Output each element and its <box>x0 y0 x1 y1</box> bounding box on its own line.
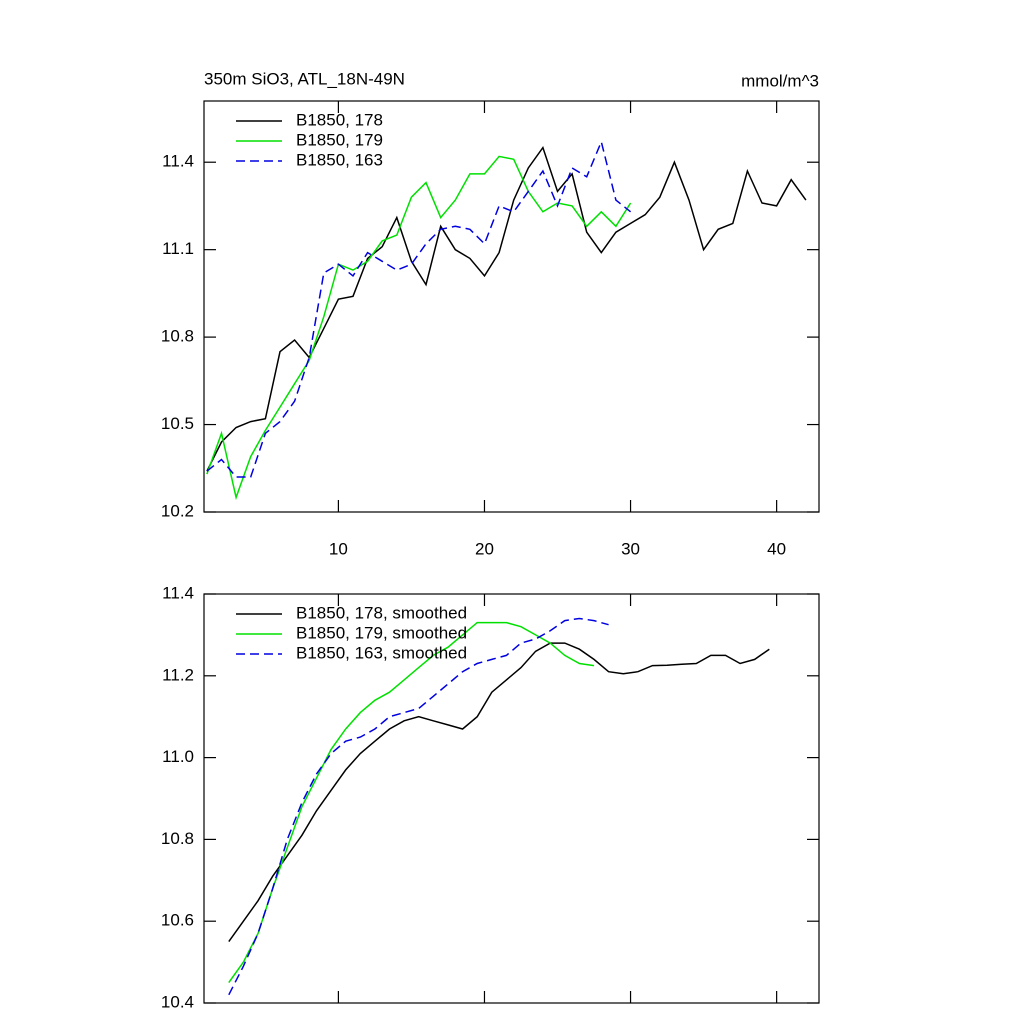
x-tick-label: 30 <box>621 539 640 558</box>
y-tick-label: 10.5 <box>161 414 194 433</box>
series-line <box>228 621 595 984</box>
y-tick-label: 11.0 <box>162 747 194 766</box>
y-tick-label: 11.4 <box>162 583 194 602</box>
series-line <box>206 145 807 472</box>
legend-label: B1850, 179 <box>296 130 383 149</box>
y-tick-label: 10.8 <box>161 829 194 848</box>
x-tick-label: 40 <box>767 539 786 558</box>
series-line <box>228 617 609 996</box>
legend-label: B1850, 179, smoothed <box>296 623 467 642</box>
x-tick-label: 10 <box>329 539 348 558</box>
legend-label: B1850, 163, smoothed <box>296 643 467 662</box>
legend-label: B1850, 163 <box>296 150 383 169</box>
units-label: mmol/m^3 <box>741 71 819 90</box>
series-line <box>228 642 770 943</box>
series-line <box>206 139 632 478</box>
y-tick-label: 10.4 <box>161 992 194 1011</box>
series-line <box>206 155 632 501</box>
legend-label: B1850, 178 <box>296 110 383 129</box>
y-tick-label: 10.6 <box>161 911 194 930</box>
plot-frame <box>203 593 820 1004</box>
x-tick-label: 20 <box>475 539 494 558</box>
y-tick-label: 11.1 <box>162 239 194 258</box>
y-tick-label: 11.2 <box>162 665 194 684</box>
plot-frame <box>203 100 820 513</box>
legend-label: B1850, 178, smoothed <box>296 603 467 622</box>
y-tick-label: 11.4 <box>162 152 194 171</box>
chart-title: 350m SiO3, ATL_18N-49N <box>204 69 405 88</box>
y-tick-label: 10.2 <box>161 501 194 520</box>
y-tick-label: 10.8 <box>161 327 194 346</box>
